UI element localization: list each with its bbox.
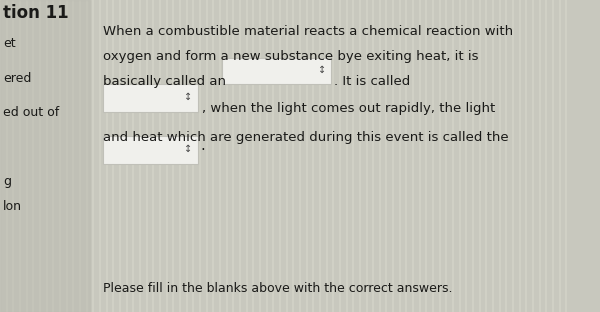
Text: et: et: [3, 37, 16, 51]
Bar: [0, 0, 91, 312]
FancyBboxPatch shape: [103, 136, 198, 164]
Text: , when the light comes out rapidly, the light: , when the light comes out rapidly, the …: [202, 102, 495, 115]
Text: basically called an: basically called an: [103, 75, 226, 88]
Text: g: g: [3, 175, 11, 188]
Text: .: .: [201, 139, 206, 154]
FancyBboxPatch shape: [103, 84, 198, 112]
Text: ↕: ↕: [184, 92, 193, 102]
Text: oxygen and form a new substance bye exiting heat, it is: oxygen and form a new substance bye exit…: [103, 50, 478, 63]
Text: lon: lon: [3, 200, 22, 213]
Text: tion 11: tion 11: [3, 4, 68, 22]
Text: and heat which are generated during this event is called the: and heat which are generated during this…: [103, 131, 508, 144]
Text: When a combustible material reacts a chemical reaction with: When a combustible material reacts a che…: [103, 25, 513, 38]
Text: ered: ered: [3, 72, 31, 85]
Text: Please fill in the blanks above with the correct answers.: Please fill in the blanks above with the…: [103, 282, 452, 295]
Text: ↕: ↕: [317, 65, 326, 75]
Text: ed out of: ed out of: [3, 106, 59, 119]
Text: . It is called: . It is called: [334, 75, 410, 88]
FancyBboxPatch shape: [222, 58, 331, 84]
Text: ↕: ↕: [184, 144, 193, 154]
